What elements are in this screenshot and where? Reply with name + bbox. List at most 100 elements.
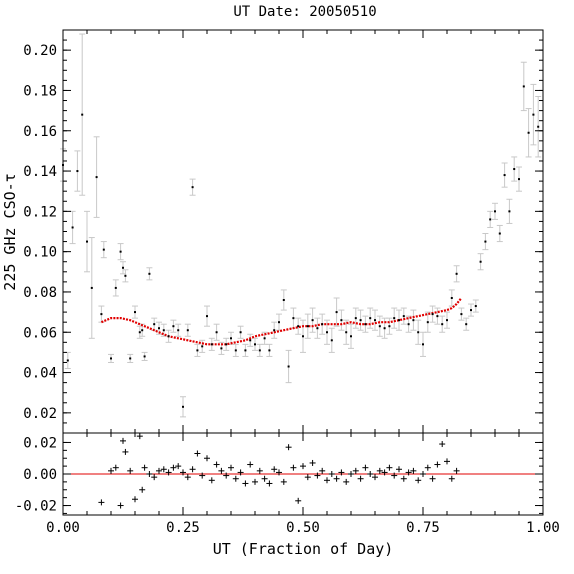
data-point <box>263 337 266 340</box>
residual-point <box>194 450 201 457</box>
y-tick-label: 0.10 <box>23 245 57 261</box>
data-point <box>234 349 237 352</box>
data-point <box>422 343 424 346</box>
data-point <box>378 325 381 328</box>
residual-point <box>405 469 412 476</box>
data-point <box>412 319 415 322</box>
main-y-ticks: 0.02 0.04 0.06 0.08 0.10 0.12 0.14 0.16 0.18 0.20 <box>23 39 543 424</box>
residual-point <box>420 471 426 477</box>
data-point <box>494 210 496 213</box>
data-point <box>474 305 477 308</box>
residual-point <box>386 464 393 471</box>
residual-points <box>98 433 460 509</box>
data-point <box>484 240 487 243</box>
main-plot-panel: 0.02 0.04 0.06 0.08 0.10 0.12 0.14 0.16 0.18 0.20 <box>23 29 544 434</box>
residual-point <box>396 466 402 473</box>
residual-point <box>319 467 326 474</box>
data-point <box>359 319 362 322</box>
residual-point <box>266 480 273 487</box>
data-point <box>114 286 117 289</box>
data-point <box>527 131 530 134</box>
y-tick-label: 0.20 <box>23 43 57 59</box>
residual-point <box>199 472 206 479</box>
data-point <box>470 309 472 312</box>
data-point <box>177 329 180 332</box>
data-point <box>402 315 405 318</box>
residual-point <box>156 467 162 474</box>
data-point <box>460 313 463 316</box>
data-point <box>215 331 218 334</box>
residual-point <box>232 475 239 482</box>
data-point <box>498 232 501 235</box>
data-point <box>124 274 127 277</box>
residual-point <box>151 474 158 481</box>
data-point <box>273 329 276 332</box>
residual-point <box>213 461 220 468</box>
data-point <box>326 331 328 334</box>
residual-point <box>247 461 254 468</box>
data-point <box>119 250 122 253</box>
fit-curve-group <box>100 297 463 346</box>
data-point <box>254 343 256 346</box>
x-tick-label: 0.75 <box>406 520 440 536</box>
residual-point <box>256 467 263 474</box>
residual-point <box>429 475 436 482</box>
residual-point <box>146 471 153 477</box>
data-point <box>81 113 84 116</box>
residual-point <box>314 472 321 479</box>
data-point <box>134 311 136 314</box>
data-point <box>268 349 271 352</box>
residual-point <box>338 469 345 476</box>
data-point <box>110 357 112 360</box>
residual-point <box>391 472 398 479</box>
residual-point <box>127 467 134 474</box>
data-point <box>172 325 175 328</box>
residual-point <box>122 448 129 455</box>
residual-point <box>352 467 359 474</box>
data-point <box>282 299 285 302</box>
y-tick-label: 0.02 <box>23 435 57 451</box>
error-bars <box>60 33 542 418</box>
data-point <box>354 317 357 320</box>
data-point <box>364 323 367 326</box>
data-point <box>302 335 304 338</box>
residual-point <box>228 464 234 471</box>
data-point <box>532 113 535 116</box>
data-point <box>141 329 144 332</box>
data-point <box>388 325 391 328</box>
data-point <box>426 321 429 324</box>
data-point <box>153 323 156 326</box>
y-tick-label: 0.14 <box>23 164 57 180</box>
residual-point <box>424 464 431 471</box>
residual-point <box>180 469 186 476</box>
data-point <box>258 349 261 352</box>
data-point <box>513 168 516 171</box>
residual-point <box>175 463 182 470</box>
data-point <box>417 331 420 334</box>
residual-point <box>453 467 460 474</box>
residual-point <box>400 475 407 482</box>
data-point <box>407 323 410 326</box>
residual-point <box>434 461 441 468</box>
residual-point <box>295 497 302 504</box>
data-point <box>398 319 400 322</box>
residual-plot-panel: 0.00 0.25 0.50 0.75 1.00 -0.02 0.00 0.02 <box>15 432 560 536</box>
data-point <box>479 260 482 263</box>
residual-point <box>362 464 369 471</box>
data-point <box>206 315 208 318</box>
residual-point <box>218 467 225 474</box>
data-point <box>287 365 290 368</box>
data-point <box>335 311 338 314</box>
data-point <box>537 125 540 128</box>
y-tick-label: 0.06 <box>23 325 57 341</box>
residual-point <box>136 433 143 440</box>
data-point <box>292 317 295 320</box>
data-point <box>90 286 93 289</box>
data-point <box>102 248 105 251</box>
data-point <box>450 296 453 299</box>
data-point <box>86 240 88 243</box>
data-point <box>191 186 194 189</box>
residual-point <box>444 458 450 465</box>
data-point <box>316 327 319 330</box>
